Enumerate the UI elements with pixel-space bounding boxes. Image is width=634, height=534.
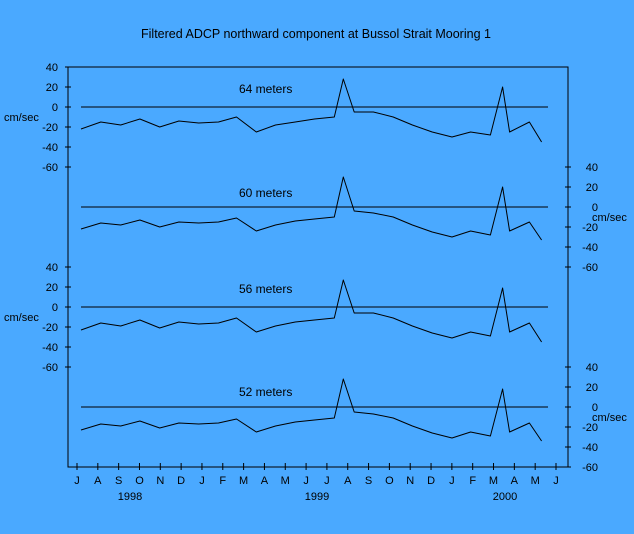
x-tick-label: J — [303, 475, 309, 487]
y-tick-label: -20 — [42, 322, 58, 334]
x-tick-label: M — [489, 475, 498, 487]
x-tick-label: F — [469, 475, 476, 487]
series-label-56: 56 meters — [239, 282, 292, 296]
y-tick-label: -60 — [42, 162, 58, 174]
y-tick-label: -20 — [582, 422, 598, 434]
year-label-1998: 1998 — [118, 491, 142, 503]
y-tick-label: -60 — [42, 362, 58, 374]
y-tick-label: -40 — [42, 342, 58, 354]
x-tick-label: S — [365, 475, 372, 487]
y-tick-label: -40 — [42, 142, 58, 154]
y-tick-label: 0 — [592, 402, 598, 414]
x-tick-label: F — [219, 475, 226, 487]
y-tick-label: -40 — [582, 242, 598, 254]
series-line — [80, 78, 543, 143]
right-axis-label-2: cm/sec — [592, 412, 627, 424]
x-tick-label: M — [281, 475, 290, 487]
chart-title: Filtered ADCP northward component at Bus… — [141, 27, 491, 41]
x-tick-label: J — [74, 475, 80, 487]
x-tick-label: M — [239, 475, 248, 487]
series-line — [80, 176, 543, 241]
x-tick-label: A — [261, 475, 269, 487]
y-tick-label: -20 — [42, 122, 58, 134]
right-axis-label-1: cm/sec — [592, 212, 627, 224]
x-tick-label: A — [511, 475, 519, 487]
y-tick-label: 40 — [46, 262, 58, 274]
x-tick-label: J — [199, 475, 205, 487]
y-tick-label: 40 — [586, 362, 598, 374]
y-tick-label: -20 — [582, 222, 598, 234]
x-tick-label: D — [177, 475, 185, 487]
series-label-64: 64 meters — [239, 82, 292, 96]
year-label-2000: 2000 — [493, 491, 517, 503]
x-tick-label: A — [94, 475, 102, 487]
x-tick-label: J — [449, 475, 455, 487]
axis-ticks: 40 20 0 -20 -40 -60 40 20 0 -20 -40 -60 40 20 0 -20 -40 -… — [42, 62, 598, 487]
year-label-1999: 1999 — [305, 491, 329, 503]
y-tick-label: -60 — [582, 462, 598, 474]
x-tick-label: N — [406, 475, 414, 487]
series-lines — [80, 78, 548, 442]
x-tick-label: O — [385, 475, 394, 487]
y-tick-label: 20 — [46, 282, 58, 294]
x-tick-label: M — [531, 475, 540, 487]
y-tick-label: 0 — [52, 302, 58, 314]
x-tick-label: S — [115, 475, 122, 487]
left-axis-label-1: cm/sec — [4, 112, 39, 124]
left-axis-label-2: cm/sec — [4, 312, 39, 324]
series-label-52: 52 meters — [239, 385, 292, 399]
x-tick-label: J — [324, 475, 330, 487]
y-tick-label: 0 — [592, 202, 598, 214]
x-tick-label: O — [135, 475, 144, 487]
y-tick-label: 20 — [586, 382, 598, 394]
series-line — [80, 279, 543, 343]
y-tick-label: 40 — [586, 162, 598, 174]
y-tick-label: 20 — [46, 82, 58, 94]
y-tick-label: 20 — [586, 182, 598, 194]
series-label-60: 60 meters — [239, 186, 292, 200]
y-tick-label: 0 — [52, 102, 58, 114]
x-tick-label: N — [156, 475, 164, 487]
x-tick-label: D — [427, 475, 435, 487]
y-tick-label: -40 — [582, 442, 598, 454]
y-tick-label: -60 — [582, 262, 598, 274]
x-tick-label: A — [344, 475, 352, 487]
series-line — [80, 378, 543, 442]
y-tick-label: 40 — [46, 62, 58, 74]
x-tick-label: J — [553, 475, 559, 487]
